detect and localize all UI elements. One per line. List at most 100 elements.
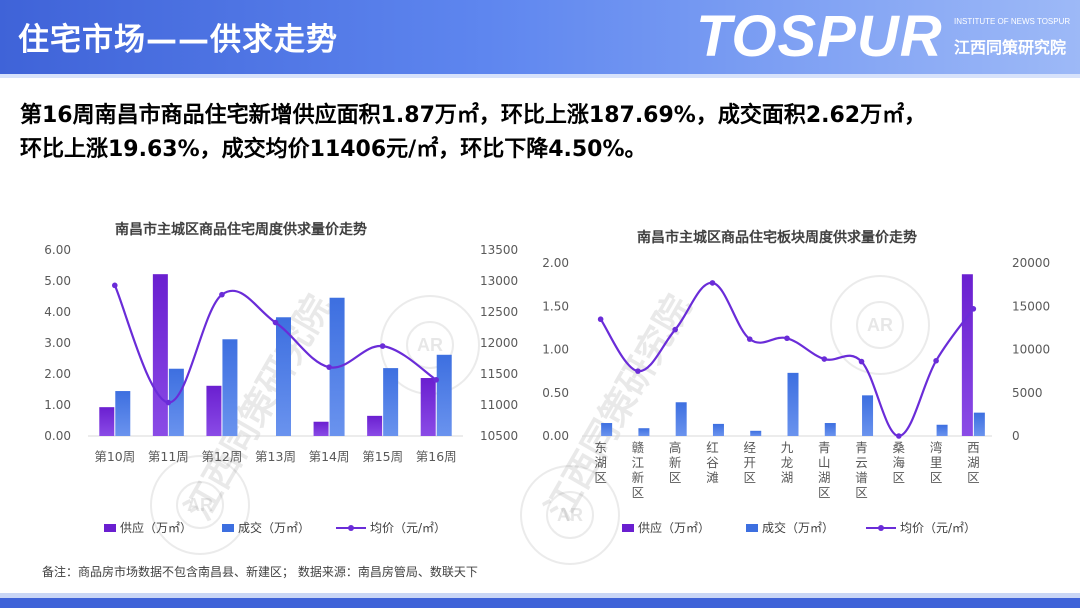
supply-bar: [313, 421, 329, 436]
chart-2-legend: 供应（万㎡） 成交（万㎡） 均价（元/㎡）: [622, 519, 1042, 535]
chart-2-title: 南昌市主城区商品住宅板块周度供求量价走势: [637, 230, 917, 246]
supply-bar: [206, 385, 222, 436]
price-point: [433, 377, 440, 383]
deal-bar: [222, 339, 238, 436]
legend-label-price: 均价（元/㎡）: [900, 521, 977, 535]
y-left-tick-label: 4.00: [44, 305, 71, 319]
legend-swatch-supply: [104, 523, 116, 532]
x-tick-label: 西湖区: [967, 440, 980, 485]
x-tick-label: 红谷滩: [706, 440, 719, 485]
legend-label-supply: 供应（万㎡）: [638, 521, 711, 535]
page-title: 住宅市场——供求走势: [18, 22, 338, 58]
y-right-tick-label: 13000: [480, 274, 518, 288]
y-left-tick-label: 0.00: [44, 429, 71, 443]
x-tick-label: 九龙湖: [781, 440, 794, 485]
legend-item-price: 均价（元/㎡）: [866, 519, 976, 536]
supply-bar: [420, 378, 436, 436]
y-left-tick-label: 1.00: [542, 343, 569, 357]
watermark-seal-letters: AR: [546, 491, 594, 539]
deal-bar: [436, 354, 452, 436]
x-tick-label: 赣江新区: [632, 440, 645, 500]
header-banner: 住宅市场——供求走势 TOSPUR INSTITUTE OF NEWS TOSP…: [0, 0, 1080, 74]
x-tick-label: 第12周: [201, 449, 242, 464]
watermark-seal-letters: AR: [176, 481, 224, 529]
price-point: [326, 364, 332, 370]
x-tick-label: 第10周: [94, 449, 135, 464]
deal-bar: [787, 372, 799, 436]
deal-bar: [115, 391, 131, 436]
legend-label-price: 均价（元/㎡）: [370, 521, 447, 535]
headline: 第16周南昌市商品住宅新增供应面积1.87万㎡，环比上涨187.69%，成交面积…: [20, 99, 1080, 167]
y-right-tick-label: 12000: [480, 336, 518, 350]
footnote: 备注：商品房市场数据不包含南昌县、新建区； 数据来源：南昌房管局、数联天下: [42, 565, 478, 579]
x-tick-label: 第16周: [416, 449, 457, 464]
watermark-seal-right-bottom: AR: [520, 465, 620, 565]
y-right-tick-label: 5000: [1012, 386, 1043, 400]
x-tick-label: 青山湖区: [818, 440, 831, 500]
headline-line-2: 环比上涨19.63%，成交均价11406元/㎡，环比下降4.50%。: [20, 137, 647, 162]
footer-strip: [0, 593, 1080, 598]
legend-item-deal: 成交（万㎡）: [746, 519, 834, 536]
y-right-tick-label: 10000: [1012, 343, 1050, 357]
supply-bar: [152, 274, 168, 436]
footer-bar: [0, 598, 1080, 608]
x-tick-label: 第14周: [309, 449, 350, 464]
watermark-seal-letters: AR: [406, 321, 454, 369]
deal-bar: [973, 412, 985, 436]
supply-bar: [961, 274, 973, 436]
legend-item-price: 均价（元/㎡）: [336, 519, 446, 536]
y-right-tick-label: 15000: [1012, 299, 1050, 313]
headline-line-1: 第16周南昌市商品住宅新增供应面积1.87万㎡，环比上涨187.69%，成交面积…: [20, 103, 927, 128]
deal-bar: [601, 423, 613, 436]
x-tick-label: 东湖区: [594, 440, 607, 485]
price-point: [672, 326, 678, 333]
legend-swatch-price: [336, 523, 366, 533]
y-left-tick-label: 5.00: [44, 274, 71, 288]
watermark-seal-left-bottom: AR: [150, 455, 250, 555]
header-divider: [0, 74, 1080, 78]
price-point: [272, 319, 279, 326]
price-point: [970, 306, 977, 312]
deal-bar: [383, 368, 399, 436]
x-tick-label: 桑海区: [893, 440, 906, 485]
supply-bar: [99, 407, 115, 436]
y-left-tick-label: 0.50: [542, 386, 569, 400]
price-point: [746, 336, 753, 342]
deal-bar: [276, 317, 291, 436]
y-right-tick-label: 11000: [480, 398, 518, 412]
price-point: [379, 343, 386, 349]
watermark-seal-right-top: AR: [830, 275, 930, 375]
supply-bar: [367, 415, 383, 436]
x-tick-label: 湾里区: [930, 440, 943, 485]
legend-label-deal: 成交（万㎡）: [238, 521, 311, 535]
price-point: [784, 335, 790, 342]
y-left-tick-label: 1.50: [542, 299, 569, 313]
price-point: [219, 291, 225, 298]
y-left-tick-label: 2.00: [44, 367, 71, 381]
y-right-tick-label: 11500: [480, 367, 518, 381]
legend-item-deal: 成交（万㎡）: [222, 519, 310, 536]
x-tick-label: 第15周: [362, 449, 403, 464]
deal-bar: [638, 428, 650, 436]
x-tick-label: 第11周: [148, 449, 189, 464]
price-point: [933, 357, 939, 364]
price-point: [111, 282, 118, 289]
logo-subtitle-cn: 江西同策研究院: [954, 38, 1067, 57]
legend-label-supply: 供应（万㎡）: [120, 521, 193, 535]
x-tick-label: 经开区: [743, 440, 756, 485]
price-point: [597, 316, 604, 323]
legend-swatch-supply: [622, 523, 634, 532]
deal-bar: [168, 368, 184, 436]
x-tick-label: 青云谱区: [855, 440, 868, 500]
y-left-tick-label: 0.00: [542, 429, 569, 443]
deal-bar: [675, 402, 687, 436]
chart-1-title: 南昌市主城区商品住宅周度供求量价走势: [115, 222, 367, 238]
legend-swatch-price: [866, 523, 896, 533]
chart-1-legend: 供应（万㎡） 成交（万㎡） 均价（元/㎡）: [104, 519, 504, 535]
legend-label-deal: 成交（万㎡）: [762, 521, 835, 535]
price-point: [858, 358, 865, 365]
deal-bar: [936, 424, 948, 436]
price-point: [896, 433, 902, 439]
deal-bar: [862, 395, 874, 436]
